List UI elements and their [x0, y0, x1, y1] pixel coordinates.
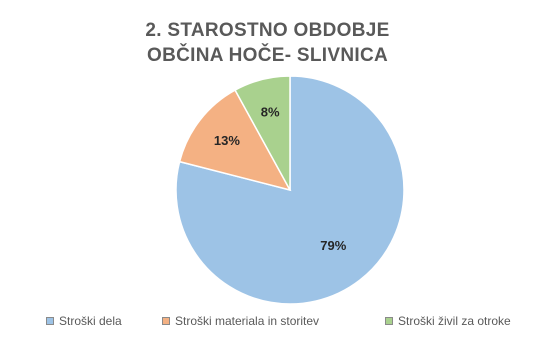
chart-legend: Stroški dela Stroški materiala in storit…: [0, 314, 535, 332]
chart-title-line-2: OBČINA HOČE- SLIVNICA: [147, 45, 388, 66]
legend-swatch-stroski-zivil: [385, 317, 393, 325]
legend-label-stroski-materiala: Stroški materiala in storitev: [175, 314, 320, 328]
legend-item-stroski-zivil: Stroški živil za otroke: [385, 314, 511, 328]
legend-label-stroski-dela: Stroški dela: [59, 314, 122, 328]
data-label-stroski-zivil: 8%: [261, 105, 280, 120]
chart-title-line-1: 2. STAROSTNO OBDOBJE: [145, 20, 390, 41]
pie-slice-stroski-dela: [175, 75, 405, 305]
legend-swatch-stroski-materiala: [162, 317, 170, 325]
data-label-stroski-dela: 79%: [320, 238, 346, 253]
data-label-stroski-materiala: 13%: [214, 133, 240, 148]
legend-swatch-stroski-dela: [46, 317, 54, 325]
pie-slice-stroski-zivil: [234, 75, 291, 191]
legend-item-stroski-dela: Stroški dela: [46, 314, 122, 328]
pie-slice-stroski-materiala: [178, 89, 292, 192]
legend-label-stroski-zivil: Stroški živil za otroke: [398, 314, 511, 328]
legend-item-stroski-materiala: Stroški materiala in storitev: [162, 314, 319, 328]
